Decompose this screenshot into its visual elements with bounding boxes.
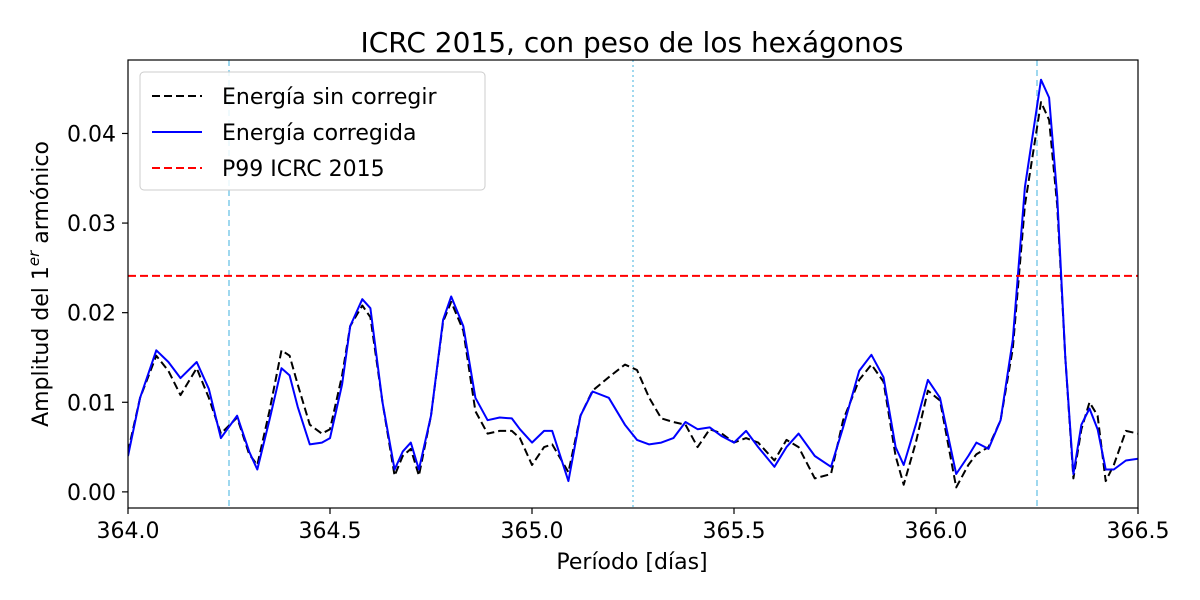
y-axis-label-prefix: Amplitud del 1 [29, 266, 54, 427]
y-tick-label: 0.01 [67, 391, 116, 416]
y-tick-label: 0.04 [67, 122, 116, 147]
x-tick-label: 364.5 [299, 519, 362, 544]
y-axis-label-suffix: armónico [29, 141, 54, 251]
x-tick-label: 366.5 [1107, 519, 1170, 544]
y-axis-label: Amplitud del 1er armónico [25, 141, 54, 427]
chart-title: ICRC 2015, con peso de los hexágonos [360, 26, 903, 59]
y-tick-label: 0.00 [67, 481, 116, 506]
y-tick-label: 0.03 [67, 212, 116, 237]
plot-area [128, 60, 1138, 508]
series-lines [128, 78, 1138, 489]
x-axis: 364.0 364.5 365.0 365.5 366.0 366.5 [97, 508, 1170, 544]
legend-box [139, 71, 486, 191]
plot-frame [127, 59, 1139, 509]
legend: Energía sin corregir Energía corregida P99… [139, 71, 486, 191]
x-tick-label: 365.5 [703, 519, 766, 544]
x-axis-label: Período [días] [556, 550, 707, 575]
legend-label: P99 ICRC 2015 [222, 157, 385, 182]
x-tick-label: 364.0 [97, 519, 160, 544]
y-tick-label: 0.02 [67, 302, 116, 327]
series-line-1 [128, 78, 1138, 483]
legend-label: Energía sin corregir [222, 85, 437, 110]
y-axis: 0.00 0.01 0.02 0.03 0.04 [67, 122, 128, 506]
legend-label: Energía corregida [222, 121, 416, 146]
x-tick-label: 366.0 [905, 519, 968, 544]
y-axis-label-superscript: er [25, 250, 43, 266]
x-tick-label: 365.0 [501, 519, 564, 544]
